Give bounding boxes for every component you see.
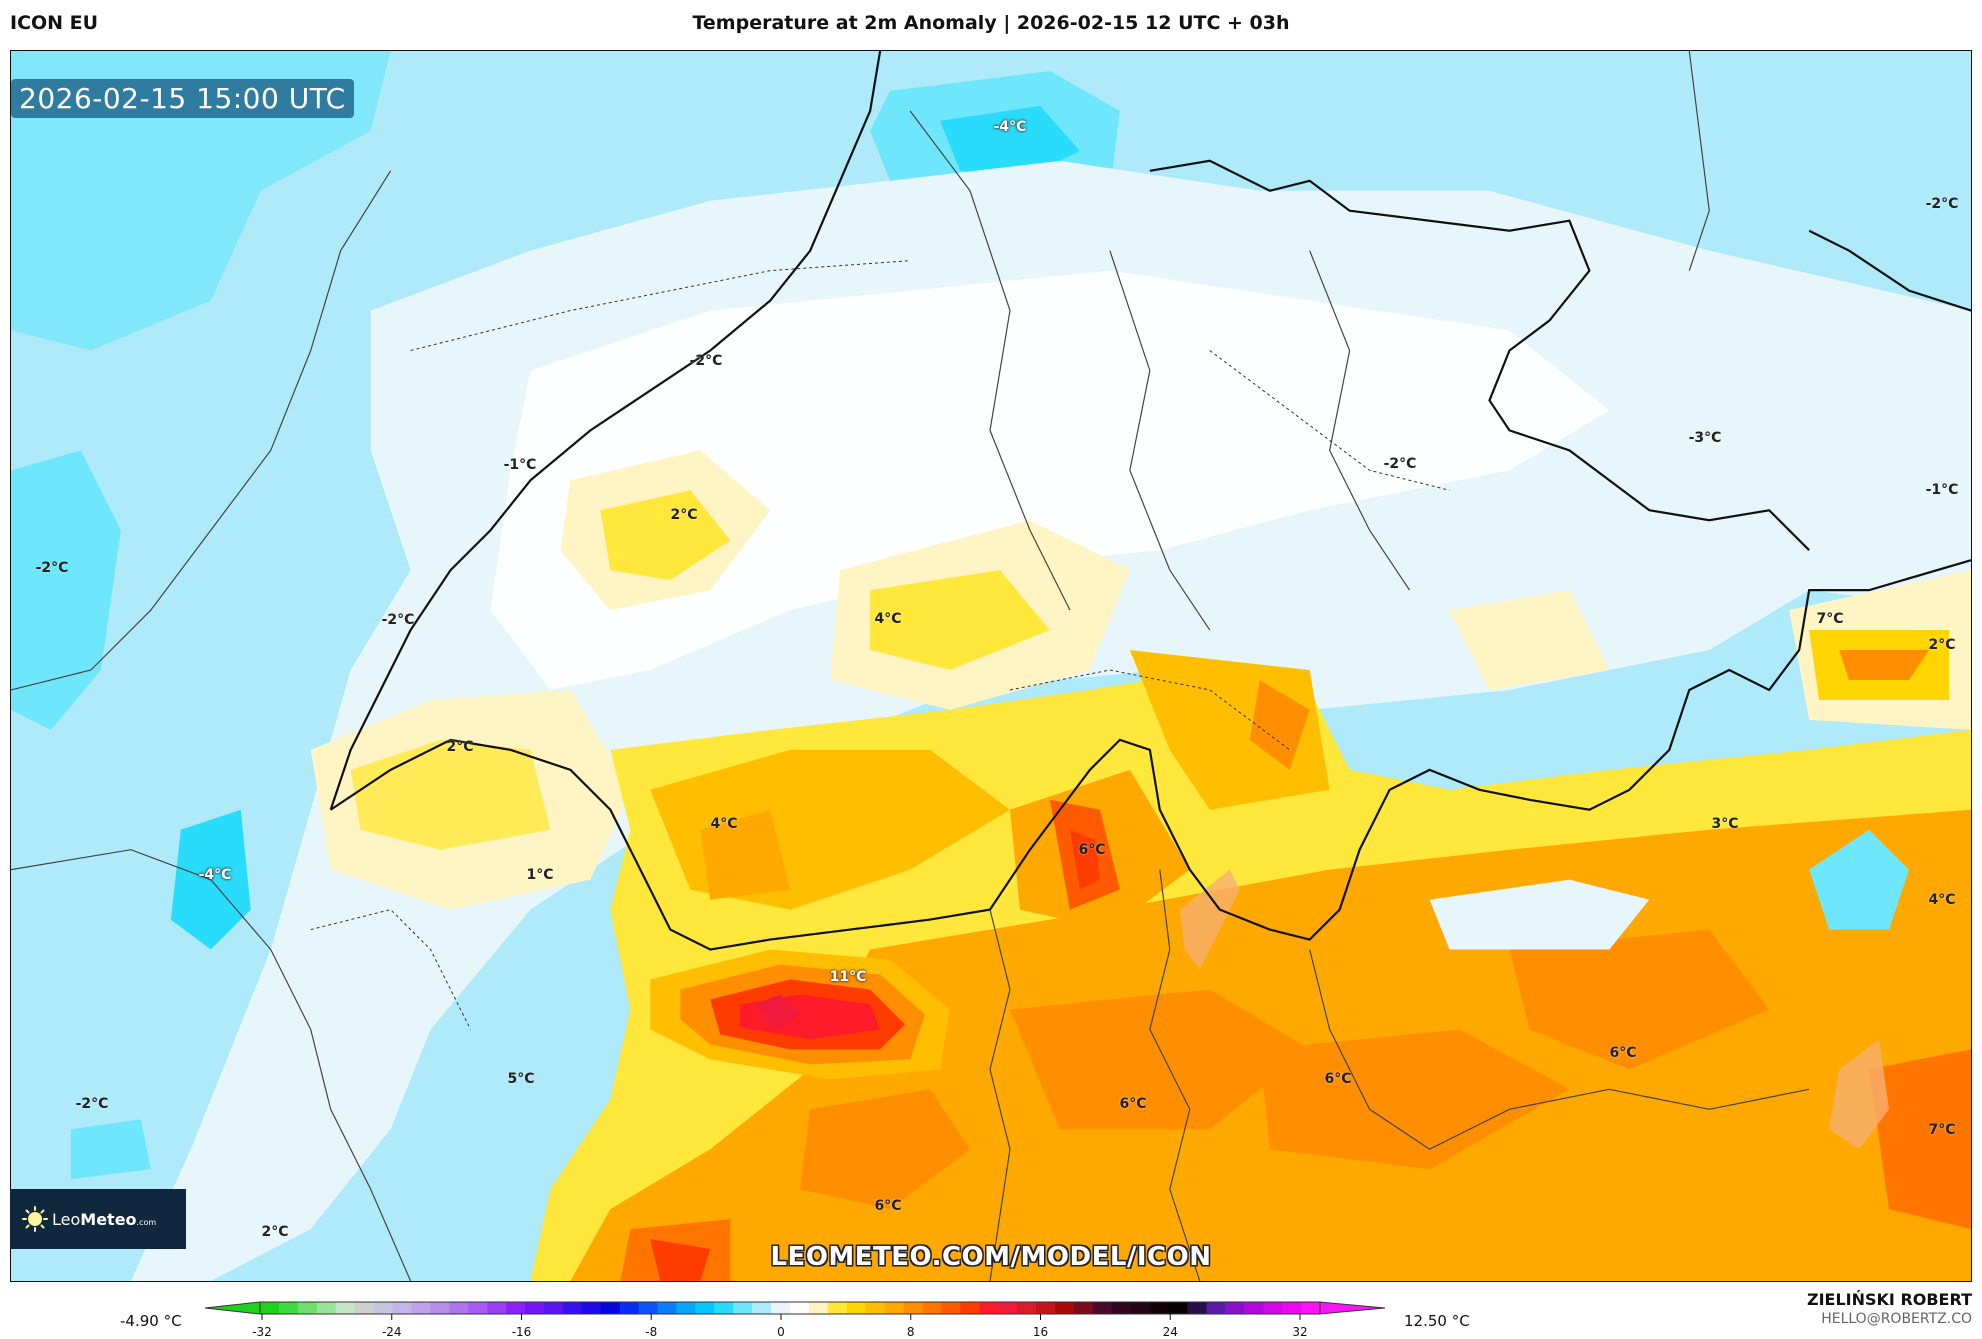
temperature-label: 2°C (446, 739, 474, 755)
colorbar-scale (204, 1301, 1386, 1320)
temperature-label: 2°C (261, 1224, 289, 1240)
temperature-label: -2°C (75, 1096, 109, 1112)
temperature-label: -2°C (689, 353, 723, 369)
temperature-label: 7°C (1816, 611, 1844, 627)
temperature-label: -2°C (381, 612, 415, 628)
temperature-label: 2°C (1928, 637, 1956, 653)
temperature-label: -2°C (35, 560, 69, 576)
temperature-label: 3°C (1711, 816, 1739, 832)
temperature-label: 6°C (1119, 1096, 1147, 1112)
author-credit: ZIELIŃSKI ROBERT HELLO@ROBERTZ.CO (1807, 1290, 1972, 1327)
valid-time-badge: 2026-02-15 15:00 UTC (11, 79, 354, 118)
temperature-label: -4°C (198, 867, 232, 883)
temperature-anomaly-field (11, 51, 1971, 1281)
temperature-label: -2°C (1925, 196, 1959, 212)
colorbar-min-value: -4.90 °C (120, 1312, 182, 1330)
colorbar: -32 -24 -16 -8 0 8 16 24 32 (200, 1298, 1390, 1339)
author-name: ZIELIŃSKI ROBERT (1806, 1290, 1972, 1309)
temperature-label: 4°C (1928, 892, 1956, 908)
temperature-label: 6°C (1078, 842, 1106, 858)
author-email[interactable]: HELLO@ROBERTZ.CO (1821, 1311, 1972, 1327)
model-name: ICON EU (10, 12, 99, 34)
colorbar-max-value: 12.50 °C (1404, 1312, 1470, 1330)
temperature-label: 6°C (1609, 1045, 1637, 1061)
temperature-label: 4°C (874, 611, 902, 627)
map-panel[interactable]: 2026-02-15 15:00 UTC (10, 50, 1972, 1282)
temperature-label: 2°C (670, 507, 698, 523)
temperature-label: 1°C (526, 867, 554, 883)
colorbar-tick-label: -32 (252, 1325, 272, 1339)
temperature-label: -1°C (503, 457, 537, 473)
temperature-label: -2°C (1383, 456, 1417, 472)
colorbar-tick-label: 8 (906, 1325, 915, 1339)
temperature-label: 6°C (1324, 1071, 1352, 1087)
colorbar-tick-label: 24 (1162, 1325, 1178, 1339)
colorbar-tick-label: 0 (777, 1325, 785, 1339)
colorbar-tick-label: -24 (381, 1325, 402, 1339)
leometeo-logo[interactable]: LeoMeteo.com (10, 1189, 186, 1249)
colorbar-tick-label: -8 (645, 1325, 658, 1339)
chart-title: Temperature at 2m Anomaly | 2026-02-15 1… (692, 12, 1290, 34)
temperature-label: -3°C (1688, 430, 1722, 446)
temperature-label: 6°C (874, 1198, 902, 1214)
temperature-label: 7°C (1928, 1122, 1956, 1138)
temperature-label: 5°C (507, 1071, 535, 1087)
watermark-url: LEOMETEO.COM/MODEL/ICON (770, 1242, 1212, 1272)
colorbar-tick-label: 32 (1292, 1325, 1308, 1339)
temperature-label: -1°C (1925, 482, 1959, 498)
sun-icon (22, 1206, 48, 1232)
colorbar-tick-label: -16 (511, 1325, 532, 1339)
colorbar-tick-label: 16 (1032, 1325, 1049, 1339)
temperature-label: -4°C (993, 119, 1027, 135)
logo-text: LeoMeteo.com (52, 1209, 157, 1229)
temperature-label: 11°C (829, 969, 867, 985)
temperature-label: 4°C (710, 816, 738, 832)
